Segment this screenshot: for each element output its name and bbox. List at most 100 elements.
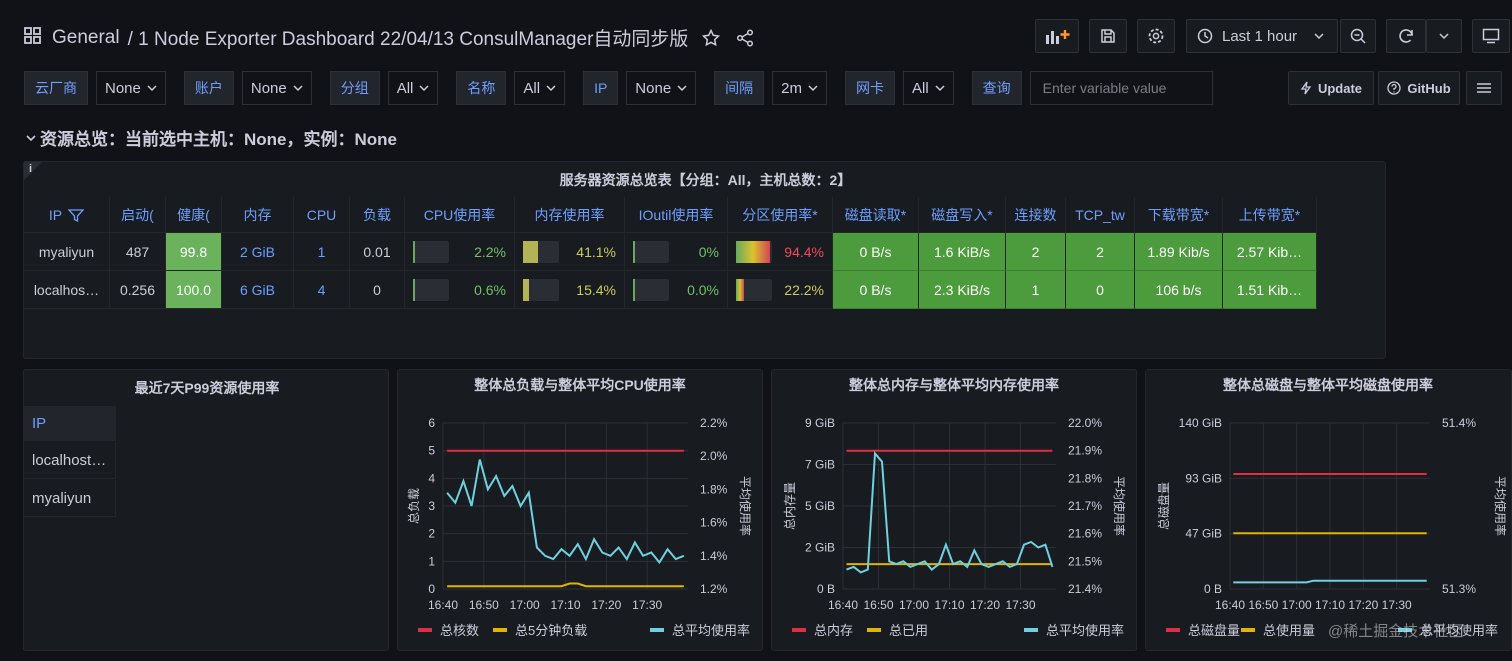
y-tick-label: 5 GiB bbox=[805, 499, 835, 513]
chart-panel: 整体总负载与整体平均CPU使用率 0 1 2 3 4 5 6 1.2% 1.4% 1.6% 1.8% 2… bbox=[397, 369, 763, 651]
gauge-fill bbox=[736, 240, 770, 263]
filter-icon[interactable] bbox=[68, 208, 85, 222]
x-tick-label: 17:20 bbox=[591, 598, 621, 612]
clock-icon bbox=[1197, 28, 1213, 44]
button-label: GitHub bbox=[1407, 80, 1451, 96]
column-header[interactable]: 连接数 bbox=[1006, 197, 1066, 233]
column-header[interactable]: IP bbox=[24, 197, 110, 233]
column-header[interactable]: TCP_tw bbox=[1066, 197, 1135, 233]
zoom-icon bbox=[1350, 28, 1366, 44]
variable-dropdown[interactable]: None bbox=[96, 71, 166, 105]
gauge-value: 22.2% bbox=[784, 281, 824, 298]
variable-label: 分组 bbox=[329, 71, 380, 105]
y2-tick-label: 1.2% bbox=[700, 582, 728, 596]
column-header[interactable]: 启动( bbox=[110, 197, 166, 233]
variable-dropdown[interactable]: None bbox=[626, 71, 697, 105]
x-tick-label: 17:20 bbox=[970, 598, 1000, 612]
column-header[interactable]: IOutil使用率 bbox=[625, 197, 728, 233]
y2-tick-label: 1.6% bbox=[700, 516, 728, 530]
help-icon bbox=[1387, 81, 1401, 95]
refresh-interval[interactable] bbox=[1426, 19, 1462, 53]
column-header[interactable]: 健康( bbox=[166, 197, 222, 233]
variable-dropdown[interactable]: All bbox=[514, 71, 566, 105]
save-button[interactable] bbox=[1089, 19, 1127, 53]
y-tick-label: 0 bbox=[428, 582, 435, 596]
column-header[interactable]: 内存使用率 bbox=[515, 197, 625, 233]
y2-tick-label: 51.4% bbox=[1442, 416, 1476, 430]
table-cell: localhos… bbox=[24, 271, 110, 309]
column-header[interactable]: IP bbox=[24, 406, 116, 441]
variable-label: 查询 bbox=[971, 71, 1022, 105]
column-header[interactable]: 负载 bbox=[350, 197, 405, 233]
tv-mode-button[interactable] bbox=[1472, 19, 1510, 53]
y-axis-label: 总负载 bbox=[407, 488, 421, 524]
column-header[interactable]: 磁盘写入* bbox=[919, 197, 1006, 233]
table-cell: 0.01 bbox=[350, 233, 405, 271]
y-tick-label: 0 B bbox=[817, 582, 835, 596]
settings-button[interactable] bbox=[1137, 19, 1175, 53]
variable: 云厂商 None bbox=[24, 71, 166, 105]
legend-swatch bbox=[792, 628, 806, 632]
gauge-cell: 22.2% bbox=[728, 271, 833, 309]
refresh-icon bbox=[1399, 29, 1413, 43]
variable-dropdown[interactable]: 2m bbox=[772, 71, 827, 105]
y2-tick-label: 21.4% bbox=[1068, 582, 1102, 596]
table-panel: i 服务器资源总览表【分组：All，主机总数：2】 IP 启动(健康(内存 CPU 负… bbox=[23, 161, 1386, 359]
chevron-path bbox=[293, 85, 303, 92]
gauge-fill bbox=[413, 240, 415, 263]
bolt-icon bbox=[1300, 81, 1312, 95]
column-header[interactable]: 分区使用率* bbox=[728, 197, 833, 233]
column-header[interactable]: CPU使用率 bbox=[405, 197, 515, 233]
x-tick-label: 17:00 bbox=[899, 598, 929, 612]
breadcrumb-root[interactable]: General bbox=[52, 26, 120, 48]
share-icon[interactable] bbox=[736, 28, 754, 47]
variable-value: All bbox=[396, 79, 414, 97]
y-tick-label: 9 GiB bbox=[805, 416, 835, 430]
add-panel-button[interactable] bbox=[1035, 19, 1079, 53]
variable-value: None bbox=[250, 79, 287, 97]
table-cell: 100.0 bbox=[166, 271, 222, 309]
info-icon[interactable]: i bbox=[29, 163, 33, 175]
variable-dropdown[interactable]: None bbox=[241, 71, 312, 105]
table-cell: 1.6 KiB/s bbox=[919, 233, 1006, 271]
variable-dropdown[interactable]: All bbox=[387, 71, 439, 105]
chart-title: 整体总磁盘与整体平均磁盘使用率 bbox=[1222, 377, 1433, 393]
table-cell: 0 B/s bbox=[833, 271, 919, 309]
gauge-value: 94.4% bbox=[784, 243, 824, 260]
legend-swatch bbox=[1024, 628, 1038, 632]
github-button[interactable]: GitHub bbox=[1378, 71, 1460, 105]
gauge-value: 0.0% bbox=[687, 281, 719, 298]
update-button[interactable]: Update bbox=[1288, 71, 1374, 105]
column-header[interactable]: CPU bbox=[294, 197, 350, 233]
star-icon[interactable] bbox=[702, 28, 721, 47]
time-picker[interactable]: Last 1 hour bbox=[1186, 19, 1338, 53]
row-header[interactable]: 资源总览：当前选中主机：None，实例：None bbox=[26, 125, 397, 150]
chevron-path bbox=[677, 85, 687, 92]
table-cell: 1 bbox=[294, 233, 350, 271]
gauge-cell: 0.6% bbox=[405, 271, 515, 309]
gauge-cell: 41.1% bbox=[515, 233, 625, 271]
series-line bbox=[846, 450, 1054, 574]
table-cell: 0 bbox=[1066, 271, 1135, 309]
table-cell: 2 GiB bbox=[222, 233, 294, 271]
x-tick-label: 16:50 bbox=[469, 598, 499, 612]
zoom-out-button[interactable] bbox=[1340, 19, 1376, 53]
gauge-cell: 15.4% bbox=[515, 271, 625, 309]
column-header[interactable]: 内存 bbox=[222, 197, 294, 233]
column-header[interactable]: 上传带宽* bbox=[1223, 197, 1317, 233]
gauge-track bbox=[633, 240, 669, 263]
column-header[interactable]: 下载带宽* bbox=[1135, 197, 1223, 233]
column-header[interactable]: 磁盘读取* bbox=[833, 197, 919, 233]
menu-icon bbox=[1477, 83, 1491, 93]
table-cell: 2 bbox=[1066, 233, 1135, 271]
variable-input[interactable]: Enter variable value bbox=[1029, 71, 1213, 105]
chevron bbox=[147, 85, 157, 92]
y2-tick-label: 21.8% bbox=[1068, 471, 1102, 485]
variable-dropdown[interactable]: All bbox=[903, 71, 954, 105]
table-cell: 2 bbox=[1006, 233, 1066, 271]
chevron-path bbox=[546, 85, 556, 92]
menu-button[interactable] bbox=[1466, 71, 1502, 105]
refresh-button[interactable] bbox=[1386, 19, 1426, 53]
gauge-track bbox=[736, 240, 772, 263]
